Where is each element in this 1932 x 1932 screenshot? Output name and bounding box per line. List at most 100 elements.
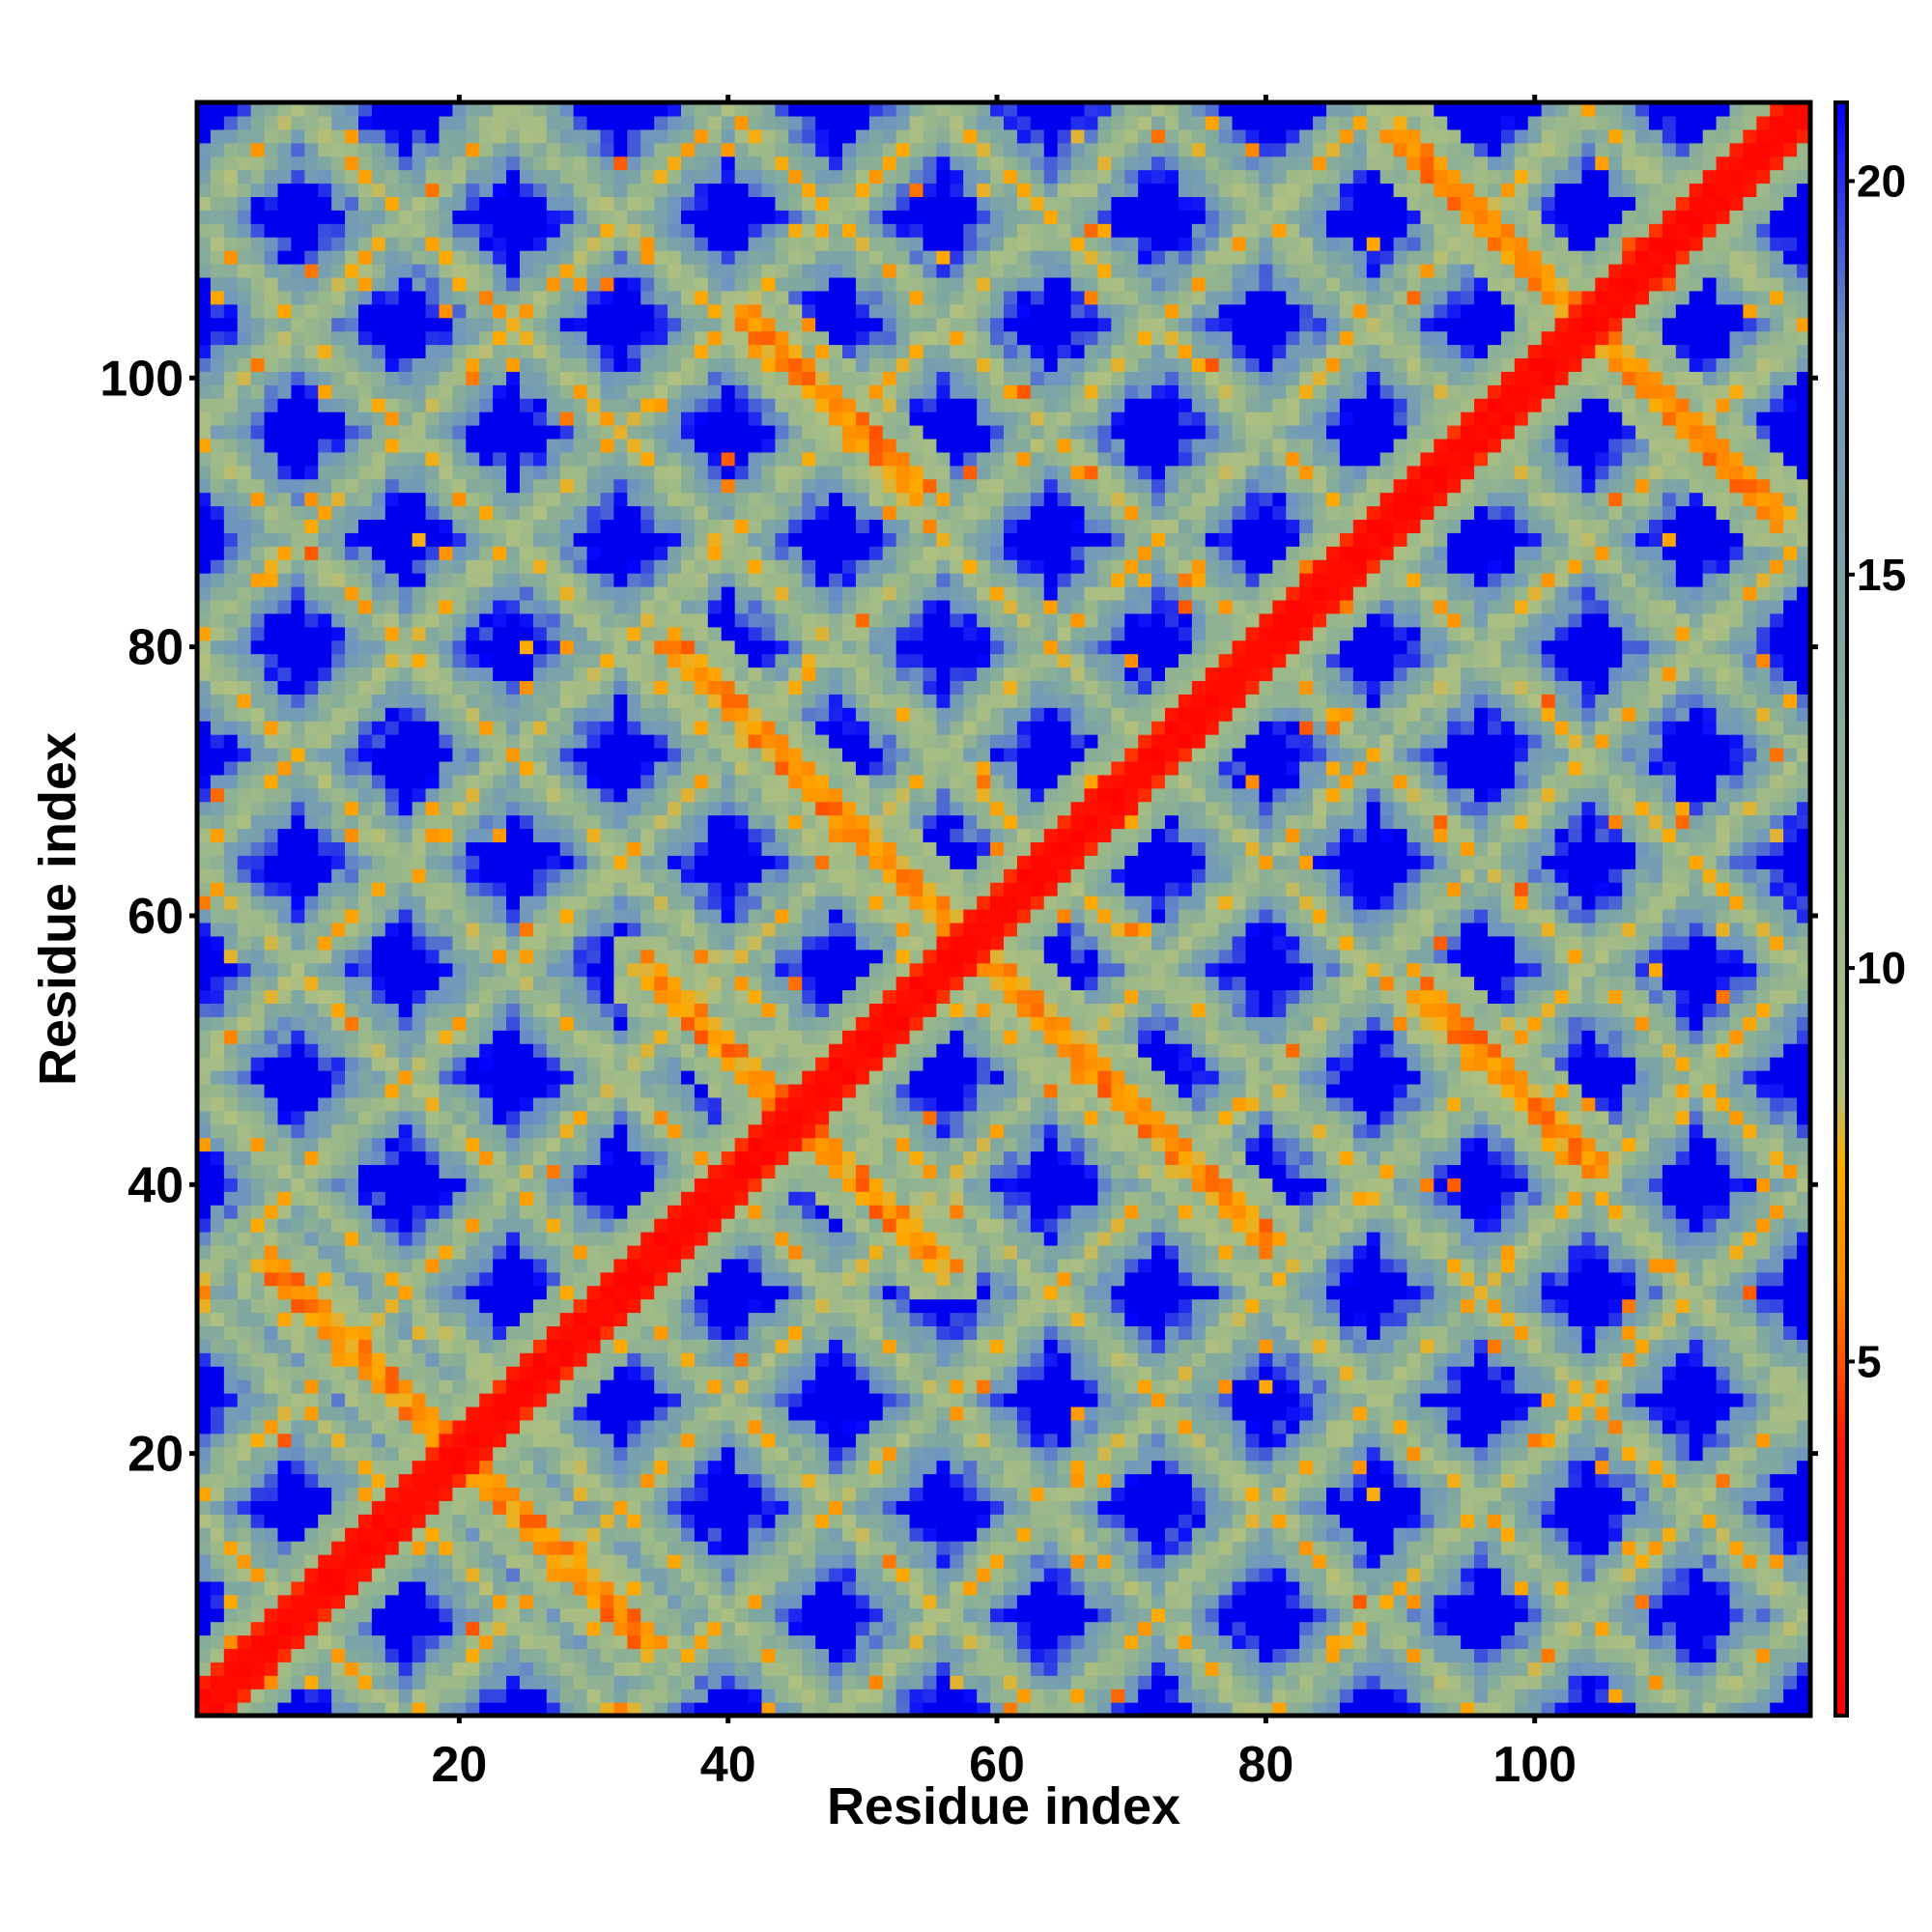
heatmap-cell: [466, 1339, 480, 1353]
heatmap-cell: [223, 546, 239, 560]
heatmap-cell: [546, 1527, 561, 1542]
heatmap-cell: [721, 1178, 736, 1192]
heatmap-cell: [694, 1473, 709, 1489]
heatmap-cell: [250, 438, 266, 453]
heatmap-cell: [358, 223, 373, 238]
heatmap-cell: [452, 276, 467, 292]
heatmap-cell: [520, 748, 534, 762]
heatmap-cell: [412, 1110, 427, 1125]
heatmap-cell: [237, 1406, 252, 1421]
heatmap-cell: [318, 1298, 332, 1314]
heatmap-cell: [600, 264, 615, 278]
heatmap-cell: [384, 1123, 400, 1139]
heatmap-cell: [250, 787, 266, 803]
heatmap-cell: [331, 1151, 346, 1166]
heatmap-cell: [681, 398, 696, 412]
heatmap-cell: [640, 721, 655, 735]
heatmap-cell: [398, 237, 413, 251]
heatmap-cell: [358, 196, 373, 211]
heatmap-cell: [627, 330, 641, 346]
heatmap-cell: [493, 1030, 507, 1044]
heatmap-cell: [573, 451, 588, 467]
heatmap-cell: [318, 1567, 332, 1582]
heatmap-cell: [493, 357, 507, 372]
heatmap-cell: [398, 183, 413, 198]
heatmap-cell: [291, 626, 305, 641]
heatmap-cell: [250, 1514, 266, 1528]
heatmap-cell: [439, 1702, 454, 1717]
heatmap-cell: [573, 237, 588, 251]
heatmap-cell: [412, 1500, 427, 1515]
heatmap-cell: [654, 1594, 668, 1609]
heatmap-cell: [546, 519, 561, 533]
heatmap-cell: [654, 492, 668, 507]
heatmap-cell: [425, 734, 440, 749]
heatmap-cell: [613, 599, 628, 614]
heatmap-cell: [398, 169, 413, 185]
heatmap-cell: [640, 1123, 655, 1139]
heatmap-cell: [304, 639, 319, 655]
heatmap-cell: [398, 667, 413, 682]
heatmap-cell: [331, 935, 346, 951]
heatmap-cell: [734, 1634, 750, 1650]
heatmap-cell: [358, 1675, 373, 1690]
heatmap-cell: [546, 276, 561, 292]
heatmap-cell: [479, 599, 494, 614]
heatmap-cell: [371, 546, 386, 560]
heatmap-cell: [681, 774, 696, 789]
heatmap-cell: [573, 210, 588, 224]
heatmap-cell: [197, 694, 212, 708]
heatmap-cell: [291, 801, 305, 816]
heatmap-cell: [237, 1527, 252, 1542]
heatmap-cell: [668, 438, 682, 453]
heatmap-cell: [345, 1379, 359, 1394]
heatmap-cell: [412, 626, 427, 641]
heatmap-cell: [452, 546, 467, 560]
heatmap-cell: [425, 626, 440, 641]
heatmap-cell: [425, 653, 440, 668]
heatmap-cell: [627, 344, 641, 359]
heatmap-cell: [668, 276, 682, 292]
heatmap-cell: [345, 855, 359, 869]
heatmap-cell: [506, 169, 521, 185]
heatmap-cell: [412, 465, 427, 480]
heatmap-cell: [721, 1379, 736, 1394]
heatmap-cell: [318, 1218, 332, 1233]
heatmap-cell: [654, 760, 668, 776]
heatmap-cell: [277, 1487, 293, 1501]
heatmap-cell: [223, 935, 239, 951]
heatmap-cell: [668, 1232, 682, 1246]
heatmap-cell: [264, 1016, 279, 1031]
heatmap-cell: [466, 1137, 480, 1152]
heatmap-cell: [425, 344, 440, 359]
heatmap-cell: [237, 667, 252, 682]
heatmap-cell: [264, 882, 279, 896]
heatmap-cell: [707, 223, 723, 238]
heatmap-cell: [452, 478, 467, 494]
heatmap-cell: [384, 801, 400, 816]
heatmap-cell: [640, 1057, 655, 1071]
heatmap-cell: [654, 290, 668, 305]
heatmap-cell: [398, 1030, 413, 1044]
heatmap-cell: [371, 639, 386, 655]
heatmap-cell: [707, 612, 723, 628]
heatmap-cell: [532, 787, 548, 803]
heatmap-cell: [452, 492, 467, 507]
heatmap-cell: [264, 1178, 279, 1192]
heatmap-cell: [707, 989, 723, 1005]
heatmap-cell: [640, 895, 655, 910]
heatmap-cell: [452, 1151, 467, 1166]
heatmap-cell: [559, 909, 575, 923]
heatmap-cell: [277, 465, 293, 480]
heatmap-cell: [223, 465, 239, 480]
heatmap-cell: [627, 1662, 641, 1676]
heatmap-cell: [668, 1433, 682, 1448]
heatmap-cell: [304, 303, 319, 319]
heatmap-cell: [291, 787, 305, 803]
heatmap-cell: [318, 976, 332, 991]
heatmap-cell: [627, 1258, 641, 1273]
heatmap-cell: [734, 532, 750, 547]
heatmap-cell: [345, 1083, 359, 1098]
heatmap-cell: [707, 680, 723, 695]
heatmap-cell: [345, 1205, 359, 1219]
